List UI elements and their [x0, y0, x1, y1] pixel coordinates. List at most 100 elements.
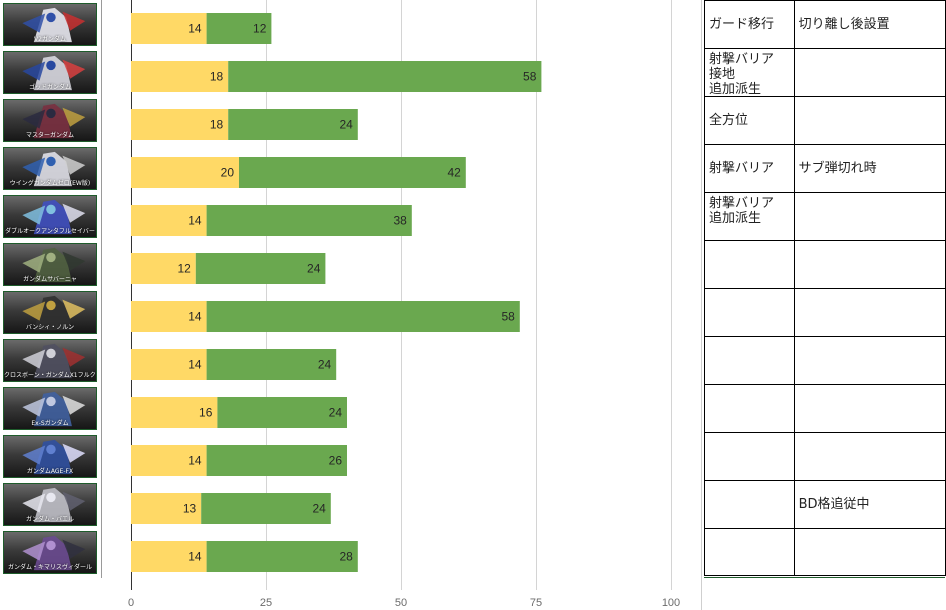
bar-value-label: 20 [221, 166, 235, 180]
table-row [704, 240, 946, 289]
bar-segment [131, 61, 229, 92]
bar-segment [201, 493, 331, 524]
note-cell [793, 48, 946, 97]
bar-value-label: 14 [188, 550, 202, 564]
feature-cell [704, 480, 795, 529]
bar-segment [131, 397, 218, 428]
feature-cell [704, 528, 795, 576]
feature-cell [704, 336, 795, 385]
bar-value-label: 14 [188, 454, 202, 468]
bar-value-label: 18 [210, 70, 224, 84]
note-cell [793, 384, 946, 433]
x-tick-label: 0 [128, 597, 134, 609]
unit-thumbnail: ガンダム・バエル [3, 483, 97, 526]
table-row [704, 432, 946, 481]
mobile-suit-portrait-icon [22, 487, 86, 523]
bar-segment [131, 157, 239, 188]
bar-segment [131, 349, 207, 380]
unit-thumbnail: ガンダムAGE-FX [3, 435, 97, 478]
mobile-suit-portrait-icon [22, 7, 86, 43]
feature-cell [704, 288, 795, 337]
bar-segment [239, 157, 466, 188]
bar-value-label: 13 [183, 502, 197, 516]
note-cell [793, 192, 946, 241]
unit-thumbnail: クロスボーン・ガンダムX1フルクロス [3, 339, 97, 382]
bar-segment [131, 253, 196, 284]
bar-segment [228, 109, 358, 140]
feature-cell: 射撃バリア 追加派生 [704, 192, 795, 241]
bar-value-label: 38 [393, 214, 407, 228]
bar-segment [131, 205, 207, 236]
info-table-area: ガード移行 切り離し後設置 射撃バリア 接地 追加派生 全方位 射撃バリア サブ弾切れ時 射撃バ… [701, 0, 946, 610]
note-cell [793, 432, 946, 481]
bar-value-label: 14 [188, 22, 202, 36]
table-row: 全方位 [704, 96, 946, 145]
mobile-suit-portrait-icon [22, 103, 86, 139]
note-cell [793, 528, 946, 576]
bar-value-label: 18 [210, 118, 224, 132]
unit-thumbnail: ガンダム・キマリスヴィダール [3, 531, 97, 574]
feature-cell: 全方位 [704, 96, 795, 145]
note-cell: 切り離し後設置 [793, 0, 946, 49]
unit-thumbnail: ダブルオークアンタフルセイバー [3, 195, 97, 238]
unit-name: Ex-Sガンダム [31, 420, 69, 427]
note-cell: BD格追従中 [793, 480, 946, 529]
unit-name: V2ガンダム [34, 36, 66, 43]
bar-value-label: 14 [188, 310, 202, 324]
unit-thumbnail: バンシィ・ノルン [3, 291, 97, 334]
feature-cell [704, 240, 795, 289]
bar-value-label: 24 [312, 502, 326, 516]
unit-name: ガンダム・バエル [25, 516, 74, 523]
feature-cell: 射撃バリア 接地 追加派生 [704, 48, 795, 97]
unit-thumbnail: ガンダムサバーニャ [3, 243, 97, 286]
unit-name: ガンダムサバーニャ [23, 276, 77, 283]
note-cell [793, 336, 946, 385]
bar-value-label: 26 [329, 454, 343, 468]
table-row [704, 288, 946, 337]
mobile-suit-portrait-icon [22, 439, 86, 475]
bar-segment [131, 13, 207, 44]
bar-segment [206, 301, 520, 332]
note-cell [793, 240, 946, 289]
feature-cell [704, 384, 795, 433]
x-tick-label: 25 [260, 597, 272, 609]
table-row: ガード移行 切り離し後設置 [704, 0, 946, 49]
x-tick-label: 75 [530, 597, 542, 609]
bar-value-label: 58 [523, 70, 537, 84]
note-cell [793, 288, 946, 337]
bar-value-label: 12 [253, 22, 267, 36]
bar-value-label: 24 [329, 406, 343, 420]
mobile-suit-portrait-icon [22, 247, 86, 283]
bar-value-label: 42 [447, 166, 461, 180]
mobile-suit-portrait-icon [22, 55, 86, 91]
bar-value-label: 12 [177, 262, 191, 276]
unit-name: ガンダム・キマリスヴィダール [7, 564, 92, 571]
bar-value-label: 14 [188, 214, 202, 228]
unit-name: ゴッドガンダム [28, 84, 71, 91]
mobile-suit-portrait-icon [22, 295, 86, 331]
info-table: ガード移行 切り離し後設置 射撃バリア 接地 追加派生 全方位 射撃バリア サブ弾切れ時 射撃バ… [704, 0, 946, 576]
unit-thumbnail: マスターガンダム [3, 99, 97, 142]
unit-name: バンシィ・ノルン [25, 324, 75, 331]
unit-name: クロスボーン・ガンダムX1フルクロス [4, 372, 96, 379]
unit-thumbnail: ゴッドガンダム [3, 51, 97, 94]
unit-name: ガンダムAGE-FX [26, 468, 74, 475]
bar-segment [206, 445, 347, 476]
bar-segment [206, 541, 358, 572]
bar-segment [206, 13, 272, 44]
table-row: 射撃バリア 追加派生 [704, 192, 946, 241]
bar-segment [206, 205, 412, 236]
unit-thumbnail: Ex-Sガンダム [3, 387, 97, 430]
feature-cell [704, 432, 795, 481]
bar-segment [131, 109, 229, 140]
bar-segment [195, 253, 326, 284]
bar-value-label: 58 [501, 310, 515, 324]
bar-segment [228, 61, 542, 92]
unit-thumbnail-column: V2ガンダム ゴッドガンダム マスターガンダム ウイングガンダムゼロ(EW版) ダブルオ… [0, 0, 102, 578]
x-tick-label: 100 [662, 597, 680, 609]
table-bottom-line [704, 577, 945, 578]
bar-segment [206, 349, 337, 380]
table-row [704, 384, 946, 433]
note-cell: サブ弾切れ時 [793, 144, 946, 193]
bar-segment [131, 301, 207, 332]
